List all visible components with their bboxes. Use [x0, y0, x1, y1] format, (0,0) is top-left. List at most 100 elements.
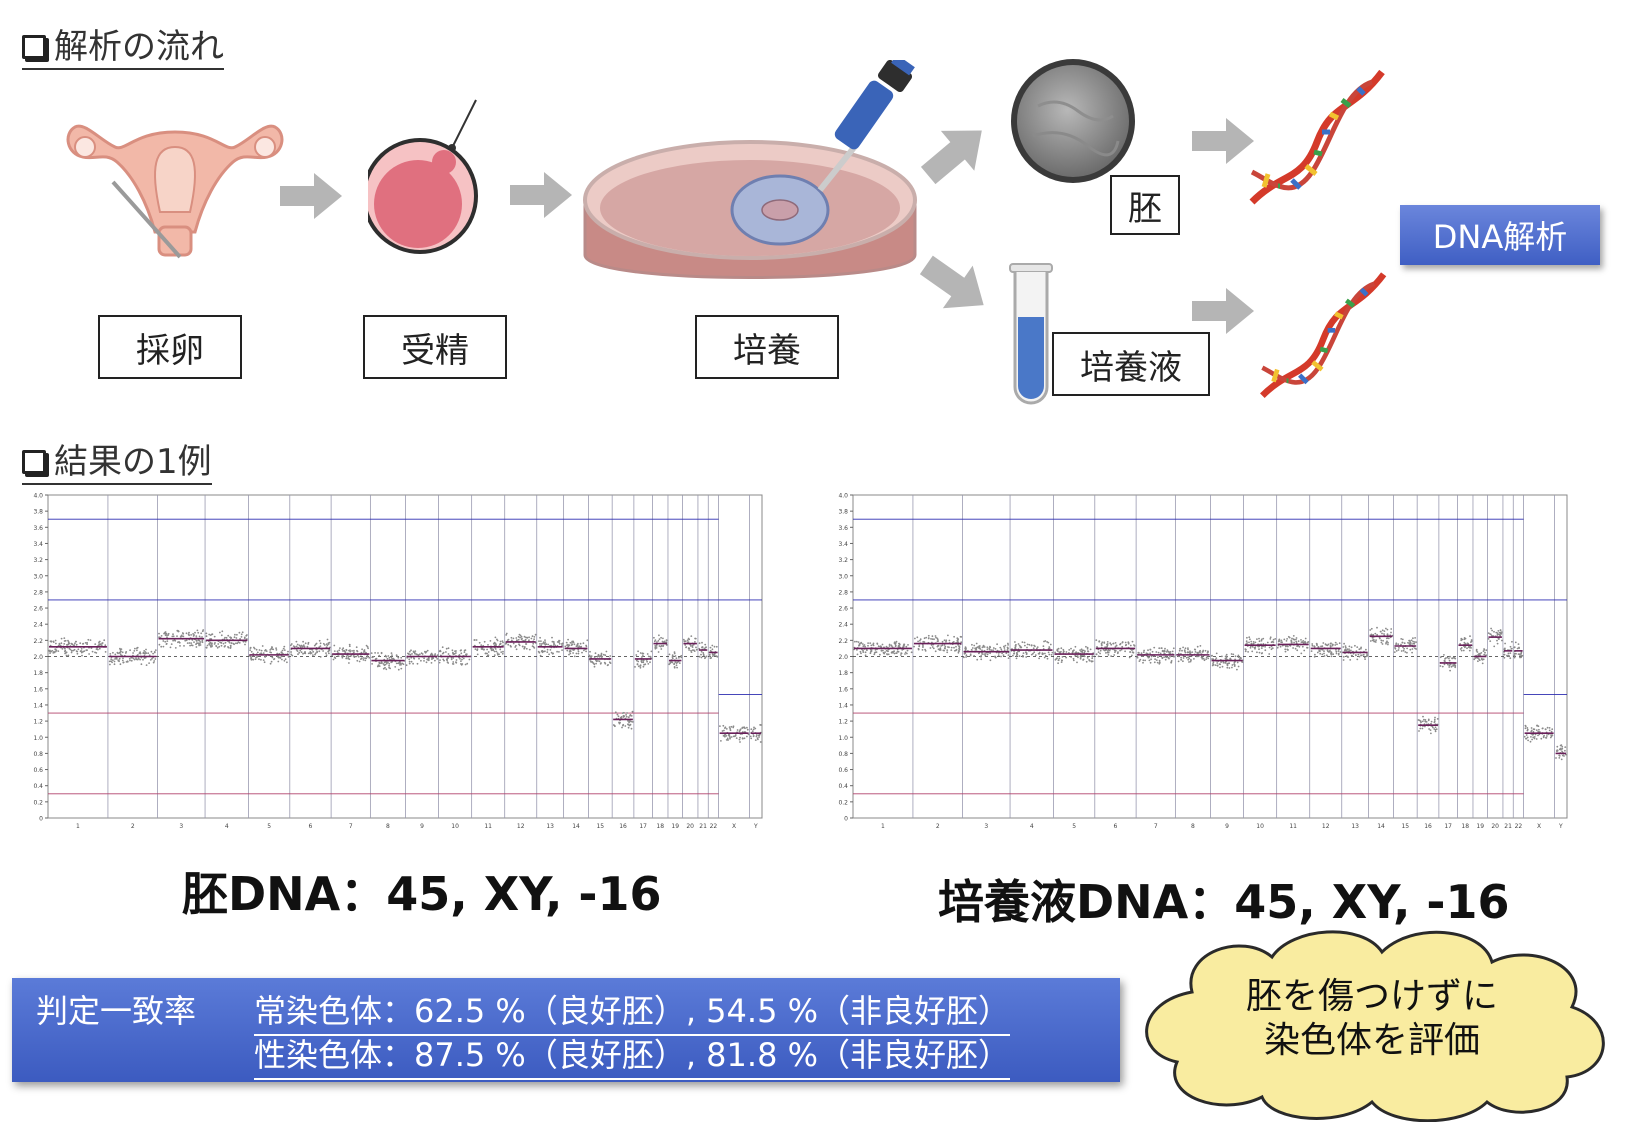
- arrow-right-icon: [1192, 118, 1254, 164]
- y-tick-label: 0.2: [33, 799, 43, 806]
- y-tick-label: 0.2: [838, 799, 848, 806]
- y-tick-label: 3.0: [33, 573, 43, 580]
- y-tick-label: 3.0: [838, 573, 848, 580]
- x-tick-label: 10: [1256, 823, 1264, 830]
- x-tick-label: 17: [639, 823, 647, 830]
- dna-helix-icon: [1249, 69, 1385, 205]
- concordance-label: 判定一致率: [36, 992, 197, 1030]
- concordance-panel: 判定一致率 常染色体：62.5 %（良好胚）, 54.5 %（非良好胚） 性染色…: [12, 978, 1120, 1082]
- dna-helix-icon: [1260, 272, 1387, 398]
- fertilization-label: 受精: [363, 315, 507, 379]
- x-tick-label: 2: [131, 823, 135, 830]
- arrow-right-icon: [510, 172, 572, 218]
- y-tick-label: 2.8: [33, 589, 43, 596]
- callout-line-1: 胚を傷つけずに: [1245, 976, 1498, 1017]
- y-tick-label: 1.4: [33, 702, 43, 709]
- y-tick-label: 0.6: [33, 767, 43, 774]
- x-tick-label: 4: [225, 823, 229, 830]
- x-tick-label: 4: [1030, 823, 1034, 830]
- x-tick-label: 13: [546, 823, 554, 830]
- y-tick-label: 2.8: [838, 589, 848, 596]
- x-tick-label: Y: [753, 823, 758, 830]
- y-tick-label: 0: [844, 816, 848, 823]
- fertilized-egg-icon: [368, 99, 478, 254]
- checkbox-bullet-icon: [22, 35, 46, 59]
- result-section-title: 結果の1例: [22, 441, 212, 485]
- x-tick-label: 17: [1444, 823, 1452, 830]
- flow-section-title: 解析の流れ: [22, 26, 224, 70]
- y-tick-label: 3.8: [838, 509, 848, 516]
- x-tick-label: 22: [710, 823, 718, 830]
- x-tick-label: 5: [267, 823, 271, 830]
- test-tube-icon: [1009, 263, 1053, 405]
- culture-label: 培養: [695, 315, 839, 379]
- y-tick-label: 0.4: [838, 783, 848, 790]
- y-tick-label: 3.6: [838, 525, 848, 532]
- petri-dish-icon: [583, 60, 917, 279]
- dna-analysis-button[interactable]: DNA解析: [1400, 205, 1600, 265]
- y-tick-label: 3.4: [33, 541, 43, 548]
- chromosome-10-points: [438, 646, 472, 666]
- y-tick-label: 2.2: [838, 638, 848, 645]
- y-tick-label: 3.4: [838, 541, 848, 548]
- x-tick-label: 14: [572, 823, 580, 830]
- chromosome-18-points: [1459, 635, 1473, 652]
- culture-medium-label: 培養液: [1052, 332, 1210, 396]
- x-tick-label: 20: [1491, 823, 1499, 830]
- x-tick-label: 11: [484, 823, 492, 830]
- x-tick-label: 20: [686, 823, 694, 830]
- x-tick-label: 1: [881, 823, 885, 830]
- chromosome-11-points: [473, 636, 504, 657]
- x-tick-label: 15: [1401, 823, 1409, 830]
- y-tick-label: 3.8: [33, 509, 43, 516]
- arrow-up-right-icon: [920, 130, 982, 185]
- x-tick-label: 8: [1191, 823, 1195, 830]
- arrow-down-right-icon: [920, 255, 984, 309]
- y-tick-label: 1.8: [838, 670, 848, 677]
- x-tick-label: 16: [1424, 823, 1432, 830]
- x-tick-label: 15: [596, 823, 604, 830]
- y-tick-label: 4.0: [33, 493, 43, 500]
- y-tick-label: 1.2: [33, 719, 43, 726]
- y-tick-label: 3.2: [838, 557, 848, 564]
- y-tick-label: 1.0: [33, 735, 43, 742]
- chromosome-5-points: [1054, 645, 1095, 665]
- chromosome-6-points: [1095, 639, 1136, 659]
- x-tick-label: 1: [76, 823, 80, 830]
- y-tick-label: 1.0: [838, 735, 848, 742]
- y-tick-label: 1.2: [838, 719, 848, 726]
- callout-cloud: [1145, 930, 1605, 1122]
- x-tick-label: 7: [349, 823, 353, 830]
- y-tick-label: 1.8: [33, 670, 43, 677]
- y-tick-label: 4.0: [838, 493, 848, 500]
- x-tick-label: 21: [1504, 823, 1512, 830]
- chromosome-18-points: [653, 634, 668, 653]
- autosome-concordance: 常染色体：62.5 %（良好胚）, 54.5 %（非良好胚）: [254, 986, 1011, 1036]
- chromosome-5-points: [248, 645, 290, 665]
- x-tick-label: 18: [656, 823, 664, 830]
- x-tick-label: 19: [671, 823, 679, 830]
- y-tick-label: 3.6: [33, 525, 43, 532]
- x-tick-label: 16: [619, 823, 627, 830]
- y-tick-label: 2.0: [838, 654, 848, 661]
- x-tick-label: 3: [984, 823, 988, 830]
- flow-title-text: 解析の流れ: [54, 27, 224, 67]
- x-tick-label: 8: [386, 823, 390, 830]
- y-tick-label: 0.6: [838, 767, 848, 774]
- x-tick-label: 10: [451, 823, 459, 830]
- checkbox-bullet-icon: [22, 450, 46, 474]
- y-tick-label: 2.6: [838, 606, 848, 613]
- medium-result-title: 培養液DNA：45, XY, -16: [938, 875, 1510, 929]
- x-tick-label: 14: [1377, 823, 1385, 830]
- x-tick-label: 7: [1154, 823, 1158, 830]
- chromosome-20-points: [682, 635, 698, 653]
- arrow-right-icon: [280, 173, 342, 219]
- x-tick-label: 21: [699, 823, 707, 830]
- callout-text: 胚を傷つけずに 染色体を評価: [1172, 975, 1572, 1063]
- result-title-text: 結果の1例: [54, 442, 212, 482]
- y-tick-label: 2.0: [33, 654, 43, 661]
- medium-cnv-chart: 0 0.2 0.4 0.6 0.8 1.0 1.2 1.4 1.6 1.8 2.0 2.2 2.4 2.6…: [835, 490, 1600, 850]
- embryo-cnv-chart: 0 0.2 0.4 0.6 0.8 1.0 1.2 1.4 1.6 1.8 2.0 2.2 2.4 2.6…: [30, 490, 795, 850]
- sex-chromosome-concordance: 性染色体：87.5 %（良好胚）, 81.8 %（非良好胚）: [254, 1030, 1011, 1080]
- x-tick-label: 2: [936, 823, 940, 830]
